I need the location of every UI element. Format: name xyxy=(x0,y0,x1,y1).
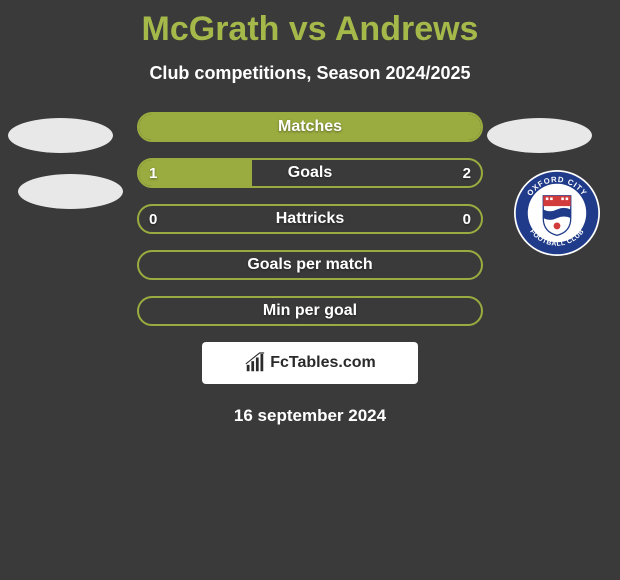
club-badge: OXFORD CITY FOOTBALL CLUB xyxy=(514,170,600,256)
stat-bar: Goals per match xyxy=(137,250,483,280)
stat-label: Goals per match xyxy=(139,252,481,278)
stat-label: Goals xyxy=(139,160,481,186)
stat-label: Hattricks xyxy=(139,206,481,232)
player-photo-placeholder xyxy=(8,118,113,153)
bars-icon xyxy=(244,352,266,374)
date-line: 16 september 2024 xyxy=(0,406,620,426)
page-title: McGrath vs Andrews xyxy=(0,0,620,49)
stat-label: Matches xyxy=(139,114,481,140)
page-subtitle: Club competitions, Season 2024/2025 xyxy=(0,63,620,84)
logo-text: FcTables.com xyxy=(270,354,376,372)
player-photo-placeholder xyxy=(487,118,592,153)
stat-label: Min per goal xyxy=(139,298,481,324)
stat-bar: 00Hattricks xyxy=(137,204,483,234)
player-photo-placeholder xyxy=(18,174,123,209)
stat-bar: Min per goal xyxy=(137,296,483,326)
stat-bar: 12Goals xyxy=(137,158,483,188)
stat-bar: Matches xyxy=(137,112,483,142)
fctables-logo: FcTables.com xyxy=(202,342,418,384)
